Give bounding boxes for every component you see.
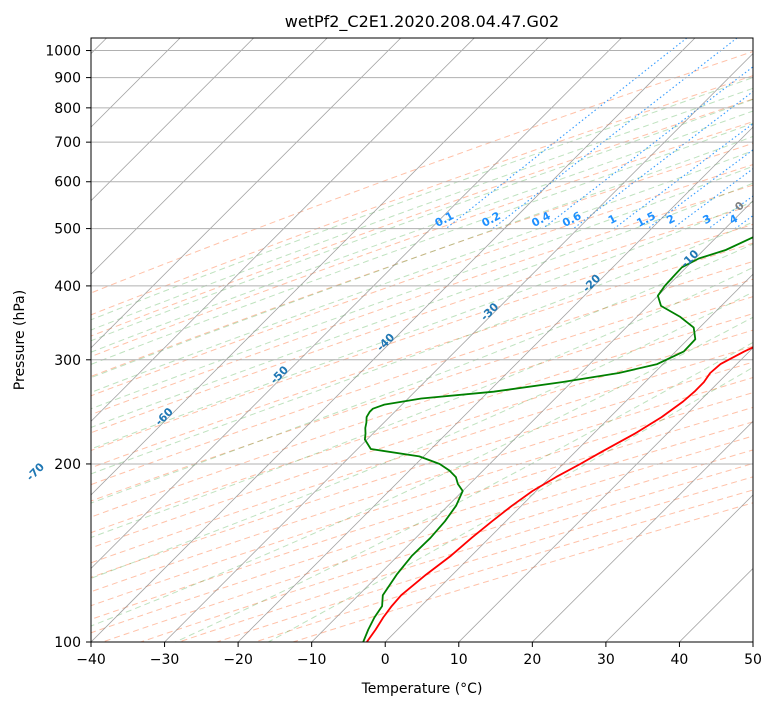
isotherm bbox=[91, 38, 696, 642]
mixing-ratio-line bbox=[492, 38, 738, 230]
dry-adiabat bbox=[91, 121, 753, 358]
isotherm bbox=[91, 38, 328, 275]
moist-adiabat bbox=[268, 366, 753, 642]
isotherm bbox=[91, 38, 475, 422]
moist-adiabat bbox=[91, 77, 753, 321]
mixing-ratio-label: 1 bbox=[606, 212, 619, 227]
isotherm bbox=[605, 494, 753, 642]
gridlines bbox=[91, 38, 753, 642]
mixing-ratio-label: 3 bbox=[701, 212, 714, 227]
mixing-ratio-label: 1.5 bbox=[634, 209, 657, 230]
dewpoint-line bbox=[362, 236, 753, 642]
moist-adiabat bbox=[91, 291, 753, 579]
mixing-ratio-label: 0.1 bbox=[433, 209, 456, 230]
dry-adiabat bbox=[178, 462, 753, 642]
isotherm bbox=[91, 38, 622, 569]
dry-adiabat bbox=[91, 164, 753, 397]
moist-adiabat bbox=[91, 135, 753, 379]
mixing-ratio-line bbox=[734, 214, 753, 230]
dry-adiabat bbox=[91, 75, 753, 316]
moist-adiabat bbox=[91, 266, 753, 539]
dry-adiabat bbox=[140, 449, 753, 642]
dry-adiabat bbox=[91, 184, 753, 416]
moist-adiabat bbox=[91, 182, 753, 428]
y-tick-label: 800 bbox=[54, 101, 81, 117]
mixing-ratio-line bbox=[445, 38, 688, 230]
dry-adiabat bbox=[91, 242, 753, 469]
y-tick-label: 100 bbox=[54, 635, 81, 651]
moist-adiabat bbox=[91, 243, 753, 504]
chart-title: wetPf2_C2E1.2020.208.04.47.G02 bbox=[285, 12, 559, 32]
line-labels: 0.10.20.40.611.5234-100-90-80-70-60-50-4… bbox=[24, 199, 747, 484]
mixing-ratio-line bbox=[672, 168, 753, 230]
isotherm bbox=[164, 53, 753, 642]
y-tick-label: 200 bbox=[54, 457, 81, 473]
moist-adiabat bbox=[91, 165, 753, 410]
y-tick-label: 900 bbox=[54, 71, 81, 87]
dry-adiabat bbox=[292, 502, 753, 642]
y-tick-label: 400 bbox=[54, 279, 81, 295]
dry-adiabat bbox=[91, 260, 753, 486]
axis-ticks: −40 −30 −20 −10 0 10 20 30 40 5010020030040050060… bbox=[45, 44, 762, 668]
x-tick-label: 30 bbox=[597, 652, 615, 668]
dry-adiabat-label: -30 bbox=[478, 300, 501, 323]
mixing-ratio-label: 2 bbox=[664, 212, 677, 227]
x-tick-label: −40 bbox=[76, 652, 106, 668]
x-tick-label: 20 bbox=[523, 652, 541, 668]
mixing-ratio-label: 0.4 bbox=[529, 209, 553, 230]
isotherm bbox=[91, 38, 402, 349]
dry-adiabat-label: -40 bbox=[374, 330, 397, 353]
moist-adiabat bbox=[91, 110, 753, 353]
moist-adiabat bbox=[91, 87, 753, 331]
dry-adiabat bbox=[91, 223, 753, 452]
x-tick-label: −10 bbox=[297, 652, 327, 668]
x-tick-label: 50 bbox=[744, 652, 762, 668]
y-tick-label: 700 bbox=[54, 135, 81, 151]
temperature-line bbox=[366, 346, 753, 642]
y-axis-label: Pressure (hPa) bbox=[12, 290, 28, 390]
dry-adiabat bbox=[91, 142, 753, 377]
y-tick-label: 1000 bbox=[45, 44, 81, 60]
isotherm bbox=[237, 126, 753, 642]
moist-adiabat bbox=[91, 201, 753, 450]
x-axis-label: Temperature (°C) bbox=[361, 681, 483, 697]
profile-lines bbox=[362, 236, 753, 642]
isotherm bbox=[91, 38, 254, 202]
x-tick-label: 0 bbox=[381, 652, 390, 668]
x-tick-label: 10 bbox=[450, 652, 468, 668]
y-tick-label: 600 bbox=[54, 175, 81, 191]
isotherm bbox=[458, 347, 753, 642]
dry-adiabat bbox=[91, 421, 753, 634]
mixing-ratio-line bbox=[613, 122, 753, 230]
mixing-ratio-line bbox=[573, 90, 753, 230]
isotherm bbox=[311, 200, 753, 642]
dry-adiabat bbox=[91, 406, 753, 620]
x-tick-label: −30 bbox=[150, 652, 180, 668]
y-tick-label: 500 bbox=[54, 222, 81, 238]
isotherm bbox=[384, 273, 753, 642]
moist-adiabat bbox=[175, 341, 753, 642]
isotherm bbox=[532, 420, 753, 642]
isotherm bbox=[91, 38, 549, 496]
moist-adiabat bbox=[91, 316, 753, 627]
dry-adiabat-label: -70 bbox=[24, 460, 47, 483]
dry-adiabat bbox=[91, 50, 753, 294]
y-tick-label: 300 bbox=[54, 353, 81, 369]
isotherm bbox=[752, 641, 753, 642]
plot-frame bbox=[90, 37, 754, 643]
moist-adiabat-label: 0 bbox=[732, 199, 747, 214]
x-tick-label: −20 bbox=[223, 652, 253, 668]
background-lines bbox=[91, 38, 753, 642]
mixing-ratio-line bbox=[542, 66, 753, 230]
dry-adiabat bbox=[216, 476, 753, 642]
x-tick-label: 40 bbox=[671, 652, 689, 668]
dry-adiabat bbox=[91, 204, 753, 434]
dry-adiabat bbox=[91, 392, 753, 607]
moist-adiabat bbox=[91, 122, 753, 365]
dry-adiabat bbox=[102, 435, 753, 642]
moist-adiabat bbox=[91, 150, 753, 393]
moist-adiabat bbox=[91, 221, 753, 475]
